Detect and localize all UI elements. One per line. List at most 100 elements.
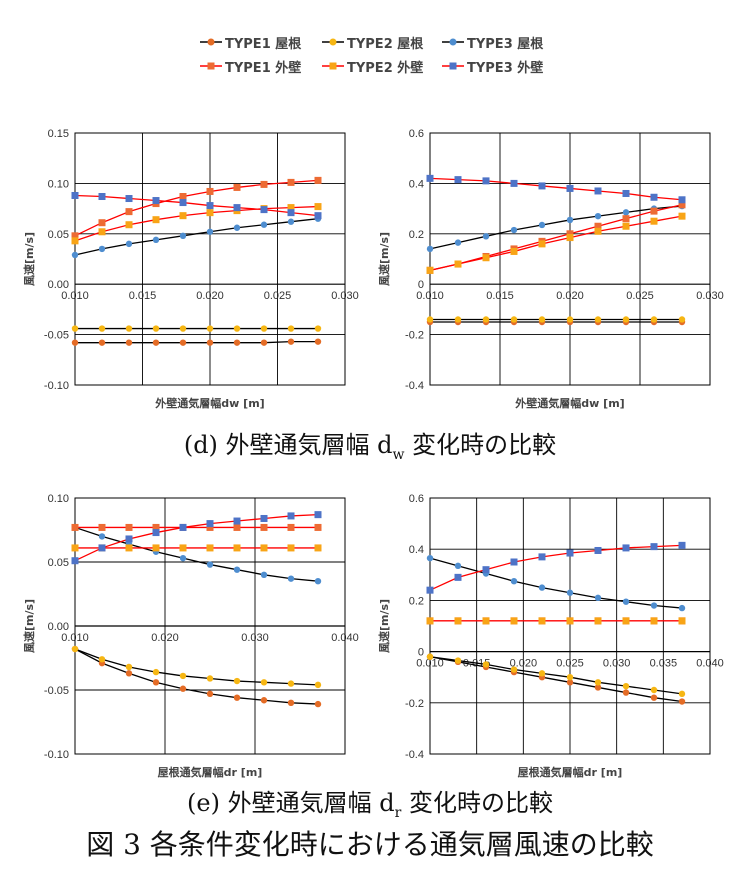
- chart-d-right: -0.4 -0.2 0 0.2 0.4 0.6 0.010 0.015 0.020 0.025 0.…: [375, 125, 730, 415]
- legend-item: TYPE1 屋根: [200, 30, 301, 54]
- legend-marker-circle: [200, 38, 222, 46]
- y-tick-label: 0.4: [409, 544, 424, 556]
- data-point-type3-屋根: [594, 212, 602, 220]
- data-point-type1-屋根: [314, 700, 322, 708]
- data-point-type3-外壁: [179, 199, 187, 207]
- data-point-type2-屋根: [426, 653, 434, 660]
- data-point-type2-外壁: [125, 544, 133, 552]
- data-point-type2-屋根: [206, 325, 214, 332]
- data-point-type2-屋根: [98, 656, 106, 663]
- y-axis-label: 風速[m/s]: [22, 599, 36, 653]
- y-tick-label: -0.4: [405, 749, 424, 761]
- data-point-type2-外壁: [454, 260, 462, 268]
- data-point-type3-屋根: [566, 216, 574, 224]
- data-point-type2-屋根: [314, 325, 322, 332]
- x-tick-label: 0.020: [510, 658, 538, 670]
- data-point-type2-屋根: [678, 690, 686, 698]
- data-point-type3-屋根: [314, 578, 322, 585]
- data-point-type3-外壁: [206, 520, 214, 528]
- data-point-type1-屋根: [650, 694, 658, 701]
- x-tick-label: 0.035: [650, 658, 678, 670]
- series-line-type2-外壁: [74, 205, 319, 242]
- data-point-type2-外壁: [206, 209, 214, 217]
- y-tick-label: 0.15: [48, 128, 69, 140]
- data-point-type2-屋根: [678, 316, 686, 323]
- data-point-type1-外壁: [314, 523, 322, 531]
- data-point-type3-屋根: [233, 566, 241, 573]
- data-point-type3-屋根: [650, 602, 658, 609]
- data-point-type3-外壁: [314, 511, 322, 519]
- data-point-type2-外壁: [179, 544, 187, 552]
- data-point-type2-外壁: [287, 204, 295, 212]
- data-point-type3-外壁: [314, 212, 322, 220]
- data-point-type1-外壁: [206, 523, 214, 531]
- data-point-type2-屋根: [125, 325, 133, 332]
- data-point-type2-外壁: [650, 217, 658, 225]
- legend-marker-square: [442, 62, 464, 70]
- data-point-type2-外壁: [206, 544, 214, 552]
- series-line-type3-外壁: [74, 194, 319, 217]
- legend-row-wall: TYPE1 外壁 TYPE2 外壁 TYPE3 外壁: [0, 54, 740, 78]
- data-point-type2-外壁: [622, 222, 630, 230]
- data-point-type1-外壁: [206, 187, 214, 195]
- data-point-type3-外壁: [287, 209, 295, 217]
- caption-e-suffix: 変化時の比較: [401, 789, 553, 817]
- data-point-type3-屋根: [678, 604, 686, 612]
- data-point-type3-外壁: [510, 558, 518, 566]
- data-point-type3-外壁: [233, 517, 241, 525]
- legend-label: TYPE2 屋根: [347, 36, 424, 52]
- x-axis-label: 外壁通気層幅dw [m]: [154, 396, 264, 410]
- data-point-type1-屋根: [152, 339, 160, 346]
- data-point-type3-屋根: [179, 554, 187, 562]
- data-point-type1-屋根: [179, 685, 187, 692]
- data-point-type1-外壁: [125, 523, 133, 531]
- data-point-type2-外壁: [426, 617, 434, 625]
- data-point-type1-外壁: [179, 193, 187, 201]
- data-point-type3-外壁: [152, 197, 160, 205]
- x-tick-label: 0.025: [556, 658, 584, 670]
- series-line-type1-屋根: [74, 648, 319, 705]
- data-point-type1-屋根: [287, 338, 295, 345]
- data-point-type2-屋根: [71, 325, 79, 332]
- data-point-type2-外壁: [152, 216, 160, 224]
- data-point-type3-屋根: [233, 224, 241, 231]
- data-point-type3-外壁: [566, 184, 574, 192]
- data-point-type2-外壁: [510, 617, 518, 625]
- data-point-type2-屋根: [152, 325, 160, 332]
- data-point-type3-外壁: [71, 191, 79, 199]
- data-point-type1-外壁: [71, 232, 79, 240]
- data-point-type3-外壁: [287, 512, 295, 520]
- data-point-type2-屋根: [98, 325, 106, 332]
- data-point-type3-外壁: [510, 179, 518, 187]
- y-tick-label: 0.4: [409, 178, 424, 190]
- data-point-type3-屋根: [260, 221, 268, 228]
- data-point-type1-外壁: [125, 208, 133, 216]
- data-point-type2-屋根: [594, 679, 602, 686]
- y-tick-label: -0.10: [44, 380, 69, 392]
- data-point-type3-屋根: [287, 575, 295, 582]
- legend-label: TYPE1 屋根: [225, 36, 302, 52]
- caption-e: (e) 外壁通気層幅 dr 変化時の比較: [0, 783, 740, 821]
- data-point-type3-屋根: [454, 562, 462, 570]
- data-point-type2-外壁: [426, 266, 434, 274]
- series-line-type2-屋根: [429, 656, 683, 695]
- caption-d-suffix: 変化時の比較: [404, 431, 557, 459]
- data-point-type1-屋根: [152, 679, 160, 686]
- data-point-type2-外壁: [454, 617, 462, 625]
- data-point-type3-屋根: [594, 594, 602, 602]
- y-tick-label: -0.2: [405, 698, 424, 710]
- data-point-type2-外壁: [622, 617, 630, 625]
- legend-label: TYPE2 外壁: [347, 60, 424, 76]
- y-axis-label: 風速[m/s]: [22, 232, 36, 286]
- data-point-type2-外壁: [287, 544, 295, 552]
- legend-marker-circle: [442, 38, 464, 46]
- chart-e-left: -0.10 -0.05 0.00 0.05 0.10 0.010 0.020 0.030 0.0…: [15, 488, 360, 779]
- x-tick-label: 0.015: [486, 290, 514, 302]
- y-tick-label: -0.10: [44, 749, 69, 761]
- y-axis-label: 風速[m/s]: [377, 599, 391, 653]
- data-point-type1-外壁: [233, 183, 241, 191]
- data-point-type2-屋根: [650, 316, 658, 323]
- data-point-type1-外壁: [650, 207, 658, 215]
- y-tick-label: 0.05: [48, 557, 69, 569]
- legend-row-roof: TYPE1 屋根 TYPE2 屋根 TYPE3 屋根: [0, 30, 740, 54]
